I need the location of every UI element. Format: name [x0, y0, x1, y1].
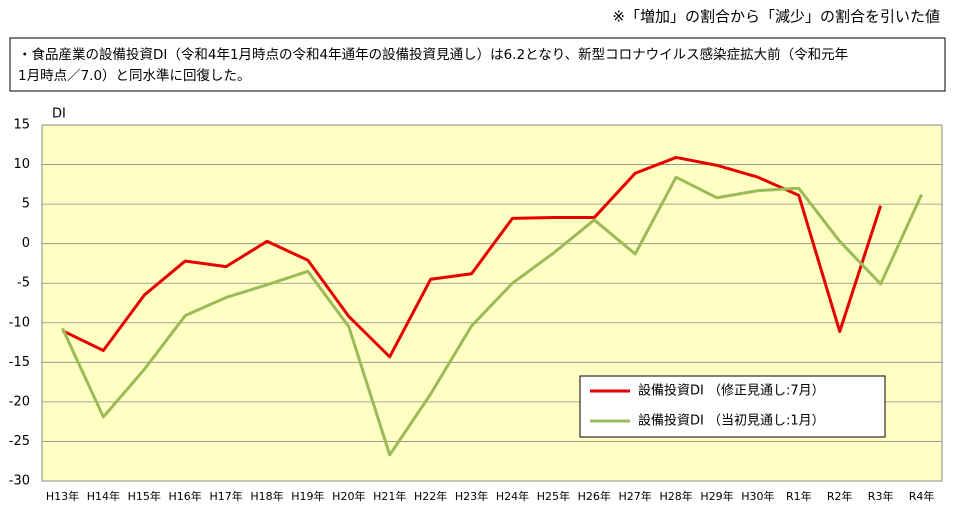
plot-border	[41, 124, 943, 482]
legend-label: 設備投資DI （当初見通し:1月）	[638, 413, 825, 429]
x-tick-label: H14年	[87, 489, 120, 503]
x-tick-label: R4年	[909, 489, 935, 503]
summary-box	[9, 37, 946, 92]
y-tick-label: 10	[13, 157, 30, 172]
x-tick-label: H24年	[496, 489, 529, 503]
y-tick-label: 0	[22, 236, 30, 251]
note: ※「増加」の割合から「減少」の割合を引いた値	[612, 8, 940, 26]
summary-line: 1月時点／7.0）と同水準に回復した。	[18, 67, 251, 84]
x-tick-label: H28年	[659, 489, 692, 503]
x-tick-label: R3年	[868, 489, 894, 503]
x-tick-label: H29年	[700, 489, 733, 503]
x-tick-label: H16年	[169, 489, 202, 503]
x-tick-label: H13年	[46, 489, 79, 503]
summary-line: ・食品産業の設備投資DI（令和4年1月時点の令和4年通年の設備投資見通し）は6.…	[18, 46, 848, 63]
y-axis-label: DI	[52, 107, 66, 122]
x-tick-label: H18年	[250, 489, 283, 503]
x-tick-label: H27年	[619, 489, 652, 503]
series-line	[61, 175, 923, 457]
x-tick-label: H25年	[537, 489, 570, 503]
x-tick-label: R2年	[827, 489, 853, 503]
y-tick-label: -25	[9, 434, 30, 449]
x-tick-label: H23年	[455, 489, 488, 503]
x-tick-label: H20年	[332, 489, 365, 503]
y-tick-label: -15	[9, 355, 30, 370]
x-tick-label: H21年	[373, 489, 406, 503]
y-tick-label: -30	[9, 474, 30, 489]
x-tick-label: H22年	[414, 489, 447, 503]
y-tick-label: -10	[9, 315, 30, 330]
y-tick-label: -20	[9, 394, 30, 409]
y-tick-label: 15	[13, 118, 30, 133]
y-tick-label: 5	[22, 197, 30, 212]
legend-label: 設備投資DI （修正見通し:7月）	[638, 383, 825, 399]
x-tick-label: H26年	[578, 489, 611, 503]
y-tick-label: -5	[17, 276, 30, 291]
series-line	[61, 155, 883, 359]
x-tick-label: H15年	[128, 489, 161, 503]
legend-box	[579, 375, 886, 438]
x-tick-label: H19年	[291, 489, 324, 503]
x-tick-label: R1年	[786, 489, 812, 503]
x-tick-label: H17年	[209, 489, 242, 503]
x-tick-label: H30年	[741, 489, 774, 503]
